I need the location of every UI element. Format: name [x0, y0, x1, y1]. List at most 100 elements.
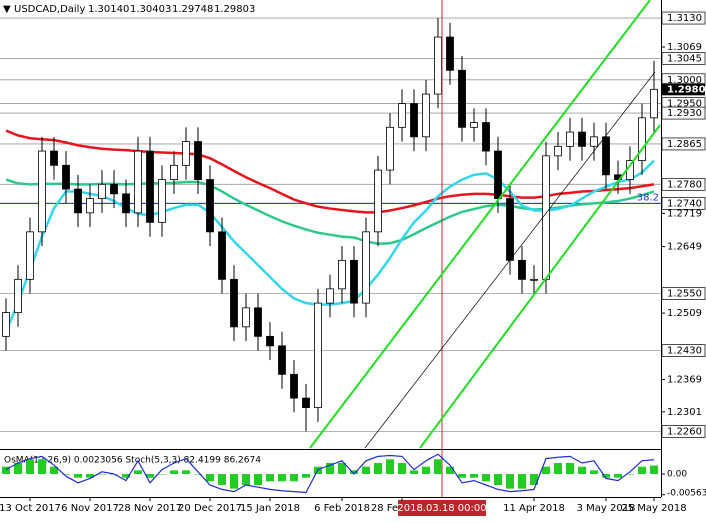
osma-bar	[434, 459, 442, 474]
candle-body	[146, 150, 154, 223]
candle-body	[14, 278, 22, 314]
osc-tick-label: -0.005636	[667, 489, 706, 499]
level-box	[661, 177, 706, 191]
candle-body	[434, 36, 442, 95]
candle-body	[554, 145, 562, 157]
x-tick-label: 13 Oct 2017	[0, 503, 61, 514]
level-label: 1.3000	[667, 75, 702, 86]
osma-bar	[566, 463, 574, 474]
candle-body	[650, 88, 658, 119]
candle-body	[26, 231, 34, 280]
level-label: 1.2930	[667, 108, 702, 119]
candle-body	[50, 150, 58, 166]
candle-body	[158, 179, 166, 223]
ohlc-open: 1.30140	[88, 4, 129, 15]
current-price-label: 1.2980	[667, 84, 706, 95]
osma-bar	[554, 463, 562, 474]
osma-bar	[290, 474, 298, 482]
candle-body	[458, 69, 466, 128]
osma-bar	[254, 474, 262, 485]
level-box	[661, 196, 706, 210]
candle-body	[254, 307, 262, 337]
level-box	[661, 106, 706, 120]
candle-body	[314, 302, 322, 409]
x-tick-label: 6 Feb 2018	[314, 503, 370, 514]
osma-bar	[278, 474, 286, 482]
menu-icon: ▼	[3, 4, 11, 15]
candle-body	[638, 117, 646, 161]
osma-bar	[410, 470, 418, 474]
osma-bar	[650, 465, 658, 474]
ohlc-close: 1.29803	[214, 4, 255, 15]
osma-bar	[338, 463, 346, 474]
candle-body	[422, 93, 430, 138]
crosshair-label: 2018.03.18 00:00	[397, 503, 486, 514]
candle-body	[278, 345, 286, 375]
candle-body	[182, 141, 190, 166]
level-label: 1.2740	[667, 198, 702, 209]
candle-body	[290, 373, 298, 399]
candle-body	[374, 169, 382, 233]
candle-body	[398, 103, 406, 128]
osma-bar	[542, 466, 550, 474]
current-price-box	[662, 83, 705, 96]
osma-bar	[398, 463, 406, 474]
osma-bar	[74, 474, 82, 478]
candle-body	[206, 179, 214, 233]
candle-body	[542, 155, 550, 280]
osma-bar	[134, 470, 142, 474]
osma-bar	[530, 474, 538, 485]
level-box	[661, 52, 706, 65]
osma-bar	[2, 466, 10, 474]
level-label: 1.2550	[667, 289, 702, 300]
osma-bar	[518, 474, 526, 489]
candle-body	[530, 278, 538, 281]
osma-bar	[326, 463, 334, 474]
candle-body	[350, 259, 358, 304]
candle-body	[98, 183, 106, 199]
trend-line	[364, 71, 656, 449]
osma-bar	[86, 474, 94, 478]
candle-body	[590, 136, 598, 147]
osma-bar	[446, 466, 454, 474]
candle-body	[194, 141, 202, 180]
osma-bar	[494, 474, 502, 485]
candle-body	[410, 103, 418, 138]
level-label: 1.2430	[667, 346, 702, 357]
osma-bar	[158, 474, 166, 475]
osma-bar	[374, 463, 382, 474]
level-box	[661, 11, 706, 25]
level-box	[661, 344, 706, 357]
candle-body	[110, 183, 118, 195]
osma-bar	[194, 474, 202, 475]
osma-bar	[470, 474, 478, 478]
osma-bar	[386, 459, 394, 474]
osma-bar	[182, 470, 190, 474]
symbol: USDCAD,Daily	[14, 4, 85, 15]
osma-bar	[266, 474, 274, 482]
level-label: 1.2950	[667, 99, 702, 110]
candle-body	[362, 231, 370, 304]
candle-body	[266, 335, 274, 347]
y-tick-label: 1.2509	[667, 308, 702, 319]
osma-bar	[242, 474, 250, 485]
x-tick-label: 11 Apr 2018	[503, 503, 565, 514]
candle-body	[338, 259, 346, 290]
y-tick-label: 1.2301	[667, 407, 702, 418]
candle-body	[2, 312, 10, 337]
x-tick-label: 6 Nov 2017	[61, 503, 119, 514]
candle-body	[230, 278, 238, 328]
level-label: 1.2865	[667, 139, 702, 150]
osma-bar	[218, 474, 226, 485]
y-tick-label: 1.2369	[667, 375, 702, 386]
osma-bar	[422, 466, 430, 474]
osma-bar	[14, 463, 22, 474]
osma-bar	[26, 459, 34, 474]
candle-body	[218, 231, 226, 280]
candle-body	[602, 136, 610, 176]
osma-bar	[362, 466, 370, 474]
ohlc-low: 1.29748	[172, 4, 213, 15]
x-tick-label: 20 Dec 2017	[178, 503, 242, 514]
